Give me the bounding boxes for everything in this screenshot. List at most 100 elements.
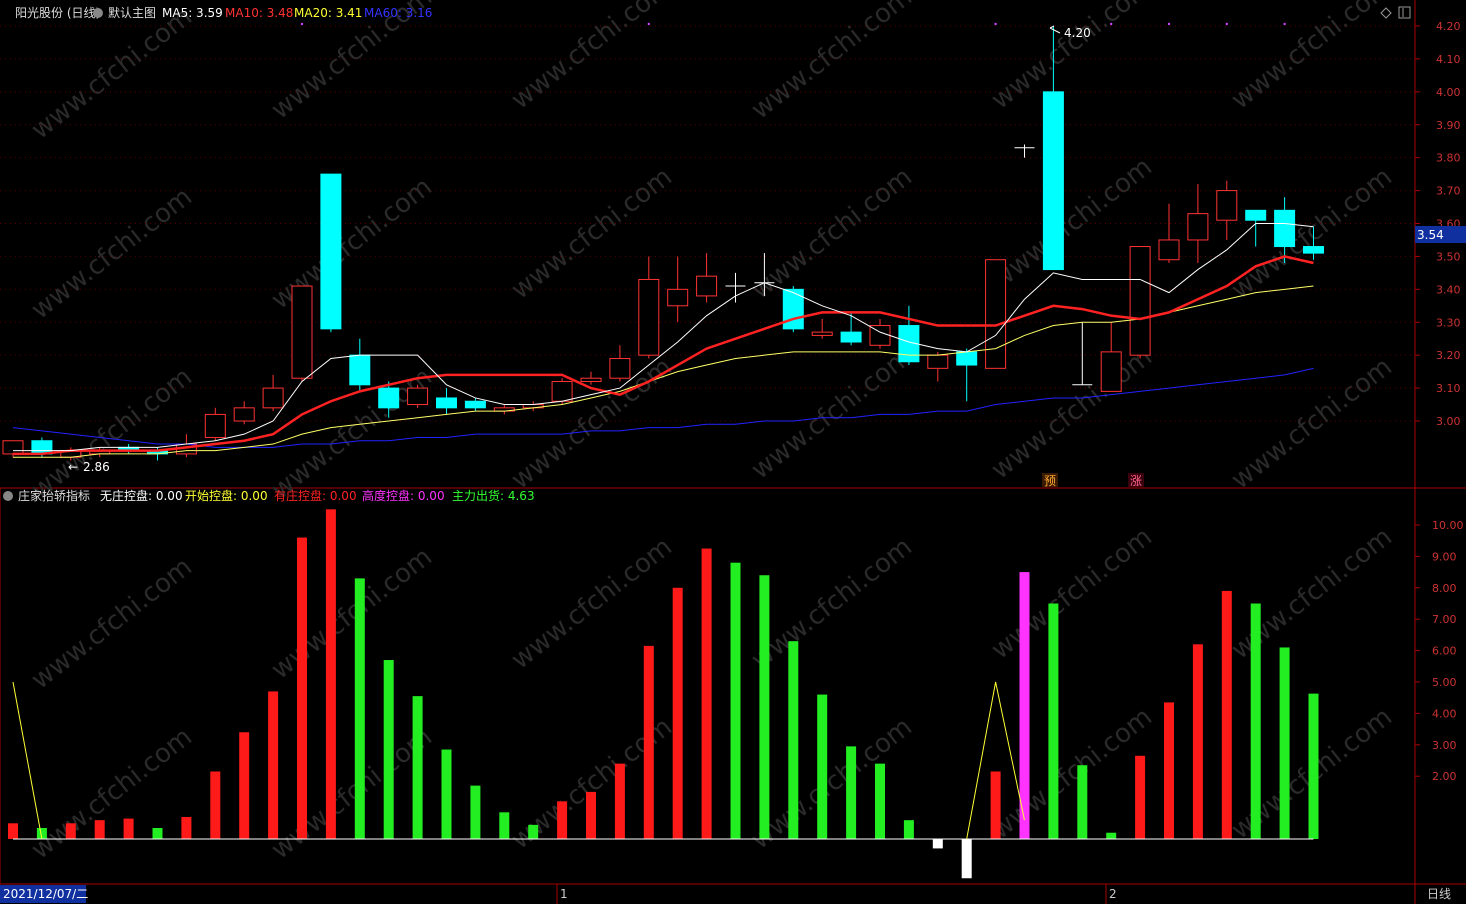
candle-body — [696, 275, 718, 297]
current-price-value: 3.54 — [1417, 228, 1444, 242]
watermark-text: www.cfchi.com — [506, 0, 678, 116]
price-tick-label: 3.70 — [1436, 185, 1461, 198]
footer-month-1: 1 — [560, 887, 568, 901]
indicator-bar — [210, 771, 221, 839]
indicator-line — [966, 681, 1025, 840]
candle-body — [551, 381, 573, 402]
candle-body — [667, 288, 689, 307]
indicator-bar — [1019, 572, 1030, 839]
candle-body — [1303, 246, 1324, 254]
candle-body — [1216, 190, 1238, 221]
low-annotation: 2.86 — [83, 460, 110, 474]
indicator-item-1: 无庄控盘: 0.00 — [100, 488, 183, 503]
ma-lines — [12, 223, 1314, 458]
high-arrow-icon — [1049, 25, 1061, 34]
indicator-tick-label: 6.00 — [1432, 645, 1457, 658]
indicator-bar — [470, 785, 481, 839]
indicator-bar — [846, 746, 857, 839]
watermark-text: www.cfchi.com — [746, 532, 918, 676]
candle-body — [464, 400, 486, 409]
candle-body — [436, 397, 457, 409]
stock-label: 阳光股份 (日线) — [15, 6, 100, 20]
indicator-bar — [643, 645, 654, 839]
indicator-tick-label: 7.00 — [1432, 613, 1457, 626]
indicator-bar — [1192, 644, 1203, 839]
candle-body — [782, 288, 804, 330]
indicator-bar — [239, 732, 250, 839]
watermark-text: www.cfchi.com — [986, 522, 1158, 666]
indicator-bar — [1221, 590, 1232, 839]
signal-dot — [1110, 22, 1113, 26]
watermark-text: www.cfchi.com — [986, 342, 1158, 486]
indicator-tick-label: 5.00 — [1432, 676, 1457, 689]
watermark-layer: www.cfchi.com www.cfchi.com www.cfchi.com w… — [26, 0, 1398, 866]
watermark-text: www.cfchi.com — [746, 162, 918, 306]
indicator-dropdown-icon[interactable] — [3, 491, 13, 501]
indicator-bar — [961, 839, 972, 879]
mark2-badge — [1128, 473, 1144, 487]
mark1-badge — [1042, 473, 1058, 487]
indicator-bars — [8, 509, 1319, 879]
indicator-bar — [817, 694, 828, 839]
candle-body — [233, 407, 255, 422]
watermark-text: www.cfchi.com — [26, 722, 198, 866]
indicator-line — [12, 681, 43, 840]
signal-dots — [300, 22, 1286, 26]
indicator-bar — [297, 537, 307, 839]
template-dropdown-icon[interactable] — [93, 8, 103, 18]
signal-dot — [300, 22, 304, 26]
template-label[interactable]: 默认主图 — [108, 5, 156, 20]
price-tick-label: 4.00 — [1436, 86, 1461, 99]
indicator-item-5: 主力出货: 4.63 — [452, 488, 535, 503]
price-tick-label: 3.00 — [1436, 415, 1461, 428]
indicator-bar — [1106, 832, 1117, 839]
indicator-bar — [499, 812, 510, 839]
price-tick-label: 3.10 — [1436, 382, 1461, 395]
ma20-line — [13, 285, 1314, 458]
signal-dot — [647, 22, 650, 26]
candle-body — [927, 354, 949, 369]
indicator-axis: 10.00 9.00 8.00 7.00 6.00 5.00 4.00 3.00 2.00 — [1415, 519, 1464, 783]
candle-body — [2, 440, 24, 455]
candle-body — [1245, 209, 1267, 221]
candle-body — [1187, 213, 1209, 241]
indicator-bar — [990, 771, 1001, 839]
indicator-name[interactable]: 庄家抬轿指标 — [18, 488, 90, 503]
signal-dot — [1283, 22, 1286, 26]
indicator-bar — [94, 820, 105, 839]
diamond-icon[interactable] — [1380, 7, 1392, 19]
price-tick-label: 3.30 — [1436, 316, 1461, 329]
panel-toggle-icon[interactable] — [1398, 6, 1411, 19]
signal-dot — [1225, 22, 1229, 26]
candle-body — [204, 413, 226, 438]
indicator-bar — [152, 828, 163, 839]
indicator-bar — [36, 828, 47, 839]
indicator-item-2: 开始控盘: 0.00 — [185, 488, 268, 503]
indicator-bar — [354, 578, 365, 839]
indicator-bar — [1048, 603, 1059, 839]
indicator-bar — [557, 801, 568, 839]
watermark-text: www.cfchi.com — [506, 352, 678, 496]
indicator-item-3: 有庄控盘: 0.00 — [274, 488, 357, 503]
candle-body — [320, 173, 342, 330]
indicator-bar — [383, 660, 394, 839]
indicator-tick-label: 3.00 — [1432, 739, 1457, 752]
indicator-bar — [932, 839, 943, 849]
price-gridlines — [0, 25, 1415, 422]
candle-body — [840, 331, 862, 343]
indicator-bar — [1308, 693, 1319, 839]
low-arrow-icon: ← — [68, 460, 78, 474]
indicator-bar — [1077, 765, 1088, 839]
indicator-bar — [181, 817, 192, 839]
candle-body — [378, 387, 400, 409]
window-controls — [1380, 6, 1411, 19]
indicator-yellow-line — [12, 681, 1025, 840]
watermark-text: www.cfchi.com — [1226, 0, 1398, 116]
candle-body — [1274, 209, 1296, 248]
watermark-text: www.cfchi.com — [986, 0, 1158, 116]
price-tick-label: 3.40 — [1436, 283, 1461, 296]
price-tick-label: 3.20 — [1436, 349, 1461, 362]
indicator-bar — [8, 823, 18, 839]
footer-period[interactable]: 日线 — [1427, 887, 1451, 901]
main-header: 阳光股份 (日线) 默认主图 MA5: 3.59 MA10: 3.48 MA20… — [15, 5, 432, 20]
